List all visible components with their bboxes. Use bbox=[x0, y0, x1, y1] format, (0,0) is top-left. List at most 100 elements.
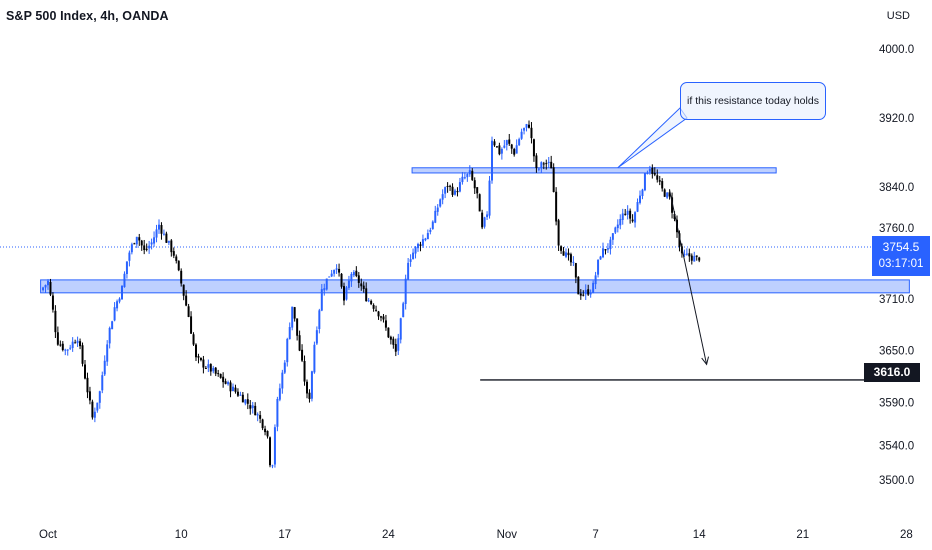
candle-body bbox=[685, 253, 688, 255]
x-tick-label: 24 bbox=[382, 529, 395, 541]
candle-body bbox=[175, 256, 178, 261]
candle-body bbox=[335, 268, 338, 270]
candle-body bbox=[389, 336, 392, 340]
candle-body bbox=[488, 180, 491, 216]
candle-body bbox=[66, 349, 69, 351]
candle-body bbox=[281, 372, 284, 389]
candle-body bbox=[121, 286, 123, 300]
candle-body bbox=[614, 227, 617, 233]
candle-body bbox=[500, 149, 503, 154]
candle-body bbox=[599, 256, 602, 260]
candle-body bbox=[409, 259, 412, 262]
candle-body bbox=[436, 207, 439, 212]
candle-body bbox=[560, 246, 563, 251]
x-tick-label: 10 bbox=[175, 529, 188, 541]
candle-body bbox=[419, 244, 422, 246]
candle-body bbox=[162, 233, 165, 235]
candle-body bbox=[537, 168, 540, 170]
candle-body bbox=[592, 282, 595, 293]
candle-body bbox=[214, 367, 217, 374]
candle-body bbox=[116, 301, 119, 309]
annotation-pointer bbox=[617, 107, 688, 169]
candle-body bbox=[498, 145, 501, 155]
candle-body bbox=[528, 124, 530, 128]
candle-body bbox=[259, 415, 262, 419]
last-price-badge: 3754.5 03:17:01 bbox=[872, 236, 930, 276]
candle-body bbox=[577, 276, 580, 295]
candle-body bbox=[387, 327, 390, 338]
candle-body bbox=[463, 177, 466, 179]
candle-body bbox=[520, 131, 523, 139]
candle-body bbox=[81, 345, 84, 364]
candle-body bbox=[532, 139, 535, 157]
candle-body bbox=[399, 318, 402, 340]
y-tick-label: 3540.0 bbox=[879, 441, 914, 453]
candle-body bbox=[71, 341, 74, 348]
candle-body bbox=[182, 284, 185, 296]
candle-body bbox=[98, 391, 101, 403]
candle-body bbox=[441, 194, 444, 200]
candle-body bbox=[503, 145, 506, 148]
candle-body bbox=[204, 367, 207, 369]
x-tick-label: 28 bbox=[900, 529, 913, 541]
price-axis[interactable]: 4000.0 3920.0 3840.0 3710.0 3650.0 3590.0 3540… bbox=[879, 44, 914, 487]
candle-body bbox=[315, 330, 318, 344]
candle-body bbox=[375, 309, 378, 311]
candle-body bbox=[313, 344, 316, 373]
candle-body bbox=[579, 293, 582, 296]
projection-arrow-line[interactable] bbox=[669, 190, 708, 365]
candle-body bbox=[523, 128, 526, 131]
candle-body bbox=[454, 190, 456, 195]
candle-body bbox=[254, 405, 257, 416]
candle-body bbox=[135, 236, 138, 245]
candle-body bbox=[555, 191, 558, 222]
y-tick-label: 3500.0 bbox=[879, 475, 914, 487]
y-tick-label-partial: 3760.0 bbox=[879, 223, 914, 235]
candle-body bbox=[458, 182, 461, 192]
candle-body bbox=[431, 221, 434, 229]
y-tick-label: 3920.0 bbox=[879, 113, 914, 125]
candle-body bbox=[338, 268, 341, 273]
candle-body bbox=[91, 401, 94, 418]
candle-body bbox=[170, 240, 173, 253]
candle-body bbox=[113, 307, 116, 321]
candle-body bbox=[229, 382, 232, 392]
candle-body bbox=[224, 381, 227, 384]
x-tick-label: 7 bbox=[592, 529, 598, 541]
candle-body bbox=[569, 254, 572, 263]
candle-body bbox=[451, 186, 454, 195]
candle-body bbox=[76, 340, 79, 344]
candle-body bbox=[424, 238, 427, 241]
candle-body bbox=[197, 356, 200, 358]
candle-body bbox=[508, 139, 511, 144]
support-zone[interactable] bbox=[40, 279, 910, 294]
candle-body bbox=[412, 252, 415, 260]
candle-body bbox=[646, 172, 649, 175]
candle-body bbox=[42, 287, 45, 291]
candle-body bbox=[434, 210, 437, 223]
symbol-title[interactable]: S&P 500 Index, 4h, OANDA bbox=[6, 9, 169, 23]
resistance-zone[interactable] bbox=[411, 167, 777, 174]
candle-body bbox=[118, 298, 121, 302]
candle-body bbox=[552, 167, 555, 192]
candle-body bbox=[397, 338, 400, 351]
candle-body bbox=[540, 162, 543, 169]
candle-body bbox=[111, 321, 114, 330]
candle-body bbox=[288, 327, 291, 340]
candle-body bbox=[84, 364, 86, 379]
candle-body bbox=[199, 357, 202, 361]
time-axis[interactable]: Oct 10 17 24 Nov 7 14 21 28 bbox=[39, 529, 913, 541]
candle-body bbox=[185, 295, 188, 306]
y-tick-label: 3650.0 bbox=[879, 346, 914, 358]
candle-body bbox=[79, 341, 82, 347]
candle-body bbox=[382, 316, 385, 320]
candle-body bbox=[515, 145, 518, 154]
y-tick-label: 4000.0 bbox=[879, 44, 914, 56]
candle-body bbox=[584, 289, 587, 295]
candle-body bbox=[347, 280, 350, 288]
candle-body bbox=[172, 251, 175, 256]
x-tick-label: Nov bbox=[497, 529, 518, 541]
candle-body bbox=[466, 174, 469, 178]
annotation-callout[interactable]: if this resistance today holds bbox=[680, 82, 826, 120]
